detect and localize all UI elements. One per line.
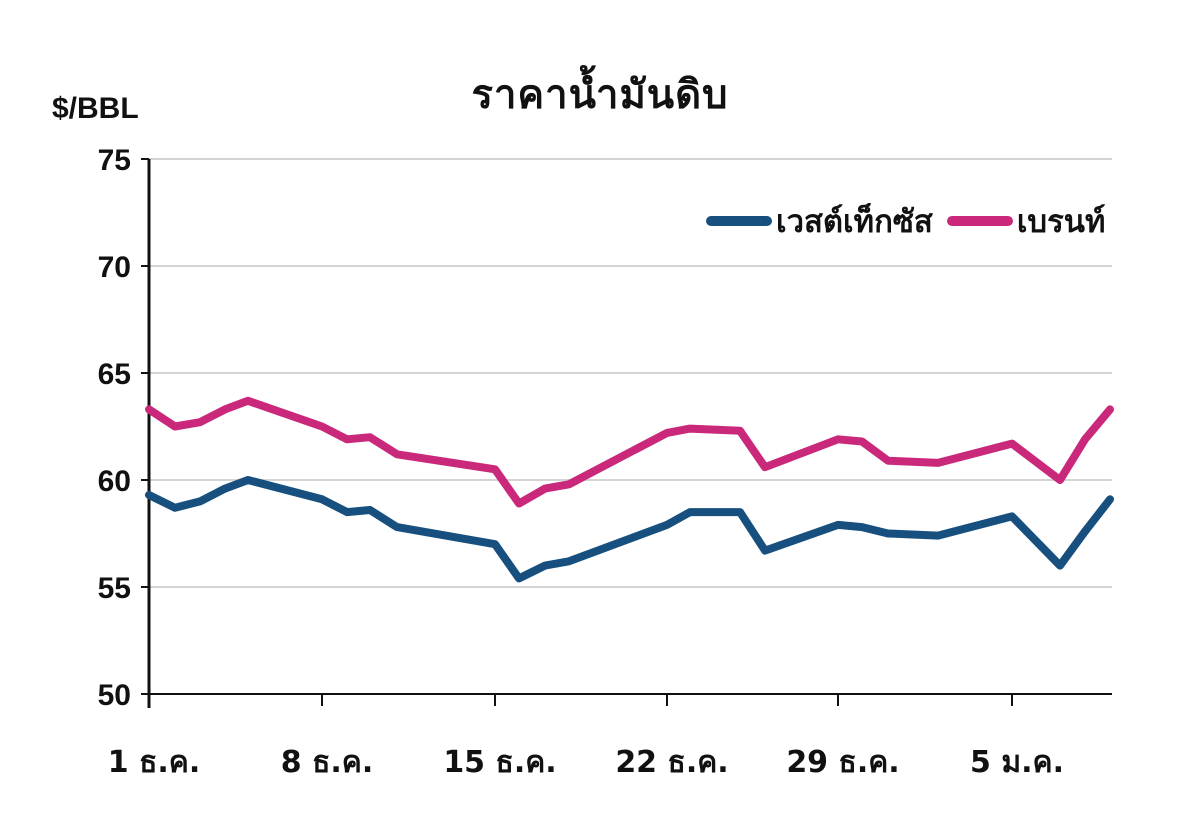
y-tick-label: 50	[98, 679, 131, 712]
x-tick-label: 29 ธ.ค.	[786, 745, 899, 780]
y-tick-label: 70	[98, 251, 131, 284]
legend: เวสต์เท็กซัส เบรนท์	[706, 196, 1119, 246]
chart-title: ราคาน้ำมันดิบ	[471, 72, 729, 118]
y-tick-label: 75	[98, 144, 131, 177]
axes	[147, 159, 1112, 708]
legend-label-brent: เบรนท์	[1016, 204, 1106, 240]
x-tick-label: 8 ธ.ค.	[281, 745, 374, 780]
legend-swatch-brent	[946, 216, 1013, 226]
y-tick-label: 55	[98, 572, 131, 605]
x-tick-label: 22 ธ.ค.	[615, 745, 728, 780]
gridlines	[149, 158, 1112, 588]
series-line-brent	[145, 396, 1114, 508]
x-tick-label: 5 ม.ค.	[970, 745, 1064, 780]
x-tick-label: 1 ธ.ค.	[108, 745, 201, 780]
legend-swatch-wti	[706, 216, 772, 226]
x-axis-ticks: 1 ธ.ค. 8 ธ.ค. 15 ธ.ค. 22 ธ.ค. 29 ธ.ค. 5 ม.ค.	[108, 694, 1064, 780]
y-axis-unit-label: $/BBL	[52, 92, 139, 125]
legend-item-wti: เวสต์เท็กซัส	[706, 196, 933, 246]
legend-label-wti: เวสต์เท็กซัส	[776, 204, 933, 240]
series-lines	[145, 396, 1114, 583]
series-line-wti	[145, 476, 1114, 583]
y-axis-ticks: 50 55 60 65 70 75	[98, 144, 149, 712]
x-tick-label: 15 ธ.ค.	[443, 745, 556, 780]
y-tick-label: 65	[98, 358, 131, 391]
legend-item-brent: เบรนท์	[946, 196, 1106, 246]
y-tick-label: 60	[98, 465, 131, 498]
